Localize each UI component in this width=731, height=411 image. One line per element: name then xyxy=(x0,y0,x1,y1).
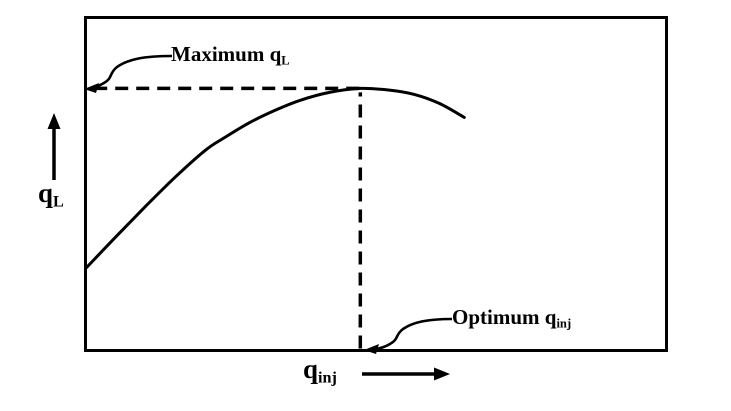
max-ql-leader-arrowhead xyxy=(84,83,99,93)
optimum-qinj-annotation-sub: inj xyxy=(556,316,572,331)
y-axis-label-sub: L xyxy=(53,192,64,211)
x-axis-label-sub: inj xyxy=(318,368,337,387)
y-axis-label-text: q xyxy=(38,178,54,208)
optimum-leader-line xyxy=(376,317,453,351)
optimum-leader-arrowhead xyxy=(364,344,379,354)
max-ql-annotation-text: Maximum q xyxy=(171,42,282,66)
max-ql-leader-line xyxy=(92,54,173,90)
x-axis-arrowhead xyxy=(434,367,450,381)
max-ql-annotation: Maximum qL xyxy=(171,42,290,68)
plot-frame xyxy=(84,16,668,352)
optimum-qinj-annotation: Optimum qinj xyxy=(452,305,572,331)
y-axis-arrowhead xyxy=(47,113,61,129)
x-axis-label-text: q xyxy=(303,354,319,384)
y-axis-label: qL xyxy=(38,178,64,210)
optimum-qinj-annotation-text: Optimum q xyxy=(452,305,557,329)
max-ql-annotation-sub: L xyxy=(281,53,290,68)
x-axis-label: qinj xyxy=(303,354,337,386)
performance-curve xyxy=(84,86,466,271)
